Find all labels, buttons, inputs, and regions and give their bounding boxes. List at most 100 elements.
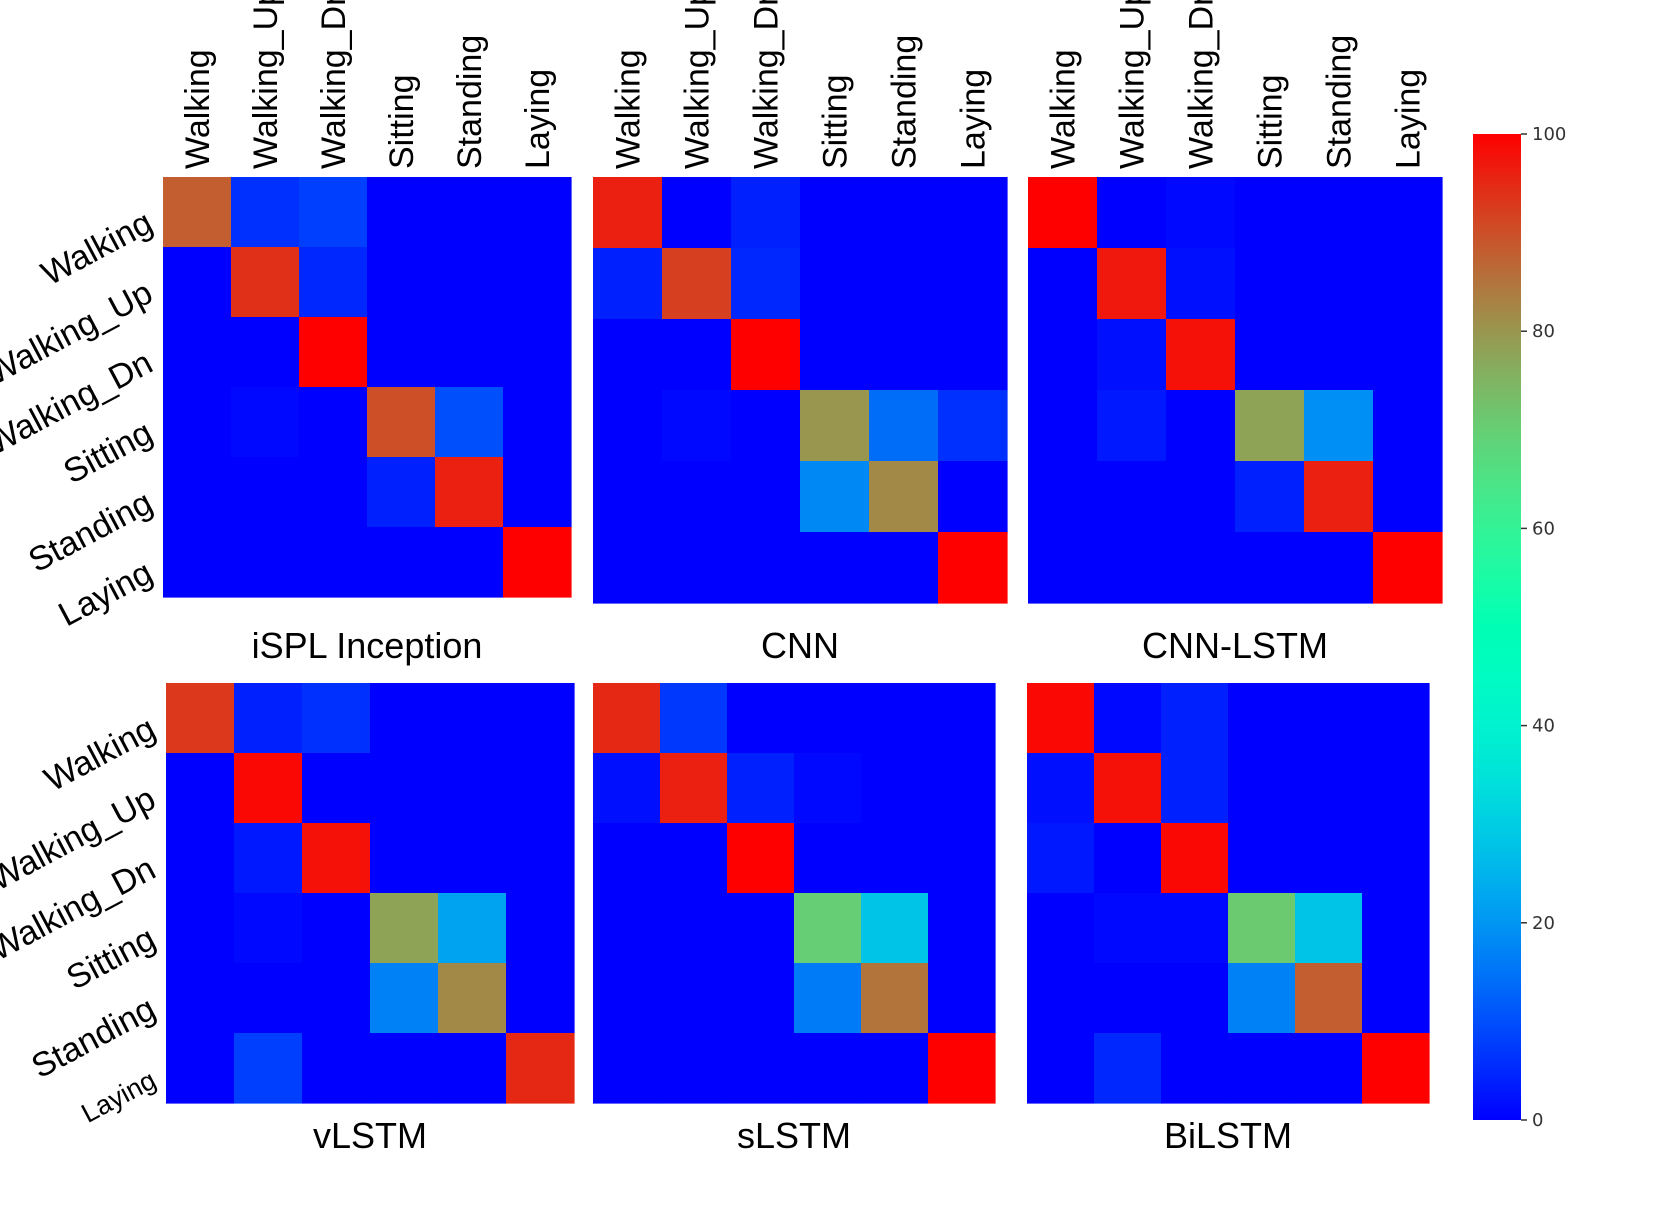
heatmap-cell — [1373, 177, 1443, 249]
heatmap-cell — [1027, 893, 1095, 964]
heatmap-cell — [1097, 390, 1167, 462]
heatmap-cell — [938, 390, 1008, 462]
panel-title: CNN-LSTM — [1142, 625, 1328, 666]
heatmap-cell — [869, 461, 939, 533]
heatmap-cell — [1166, 319, 1236, 391]
heatmap-cell — [231, 387, 300, 458]
heatmap-cell — [370, 963, 439, 1034]
heatmap-cell — [731, 319, 801, 391]
column-tick-label: Walking_Up — [679, 0, 717, 169]
heatmap-cell — [438, 753, 507, 824]
heatmap-cell — [861, 683, 929, 754]
heatmap-cell — [1362, 963, 1430, 1034]
heatmap-cell — [727, 1033, 795, 1104]
colorbar-tick-label: 60 — [1532, 518, 1555, 539]
heatmap-cell — [660, 893, 728, 964]
panel-title: BiLSTM — [1164, 1115, 1292, 1156]
heatmap-cell — [299, 177, 368, 248]
heatmap-cell — [1161, 893, 1229, 964]
heatmap-panels: iSPL Inception Walking Walking_Up Walking_D… — [0, 0, 1443, 1156]
heatmap-cell — [800, 532, 870, 604]
heatmap-cell — [731, 177, 801, 249]
heatmap-cell — [861, 753, 929, 824]
heatmap-cell — [163, 317, 232, 388]
heatmap-cell — [438, 1033, 507, 1104]
heatmap-cell — [506, 753, 575, 824]
heatmap-cell — [1166, 461, 1236, 533]
heatmap-cell — [506, 893, 575, 964]
heatmap-cell — [731, 532, 801, 604]
heatmap-cell — [727, 963, 795, 1034]
column-tick-label: Sitting — [1252, 75, 1290, 170]
heatmap-cell — [1097, 319, 1167, 391]
row-tick-label: Sitting — [60, 920, 161, 998]
heatmap-cell — [1295, 823, 1363, 894]
heatmap-panel: sLSTM — [593, 683, 996, 1156]
heatmap-cell — [506, 823, 575, 894]
heatmap-cell — [1097, 248, 1167, 320]
heatmap-cell — [163, 247, 232, 318]
heatmap-cell — [938, 532, 1008, 604]
column-tick-label: Walking — [179, 49, 217, 169]
heatmap-cell — [794, 963, 862, 1034]
heatmap-cell — [1228, 1033, 1296, 1104]
heatmap-cell — [1228, 893, 1296, 964]
heatmap-cell — [593, 753, 661, 824]
heatmap-cell — [1161, 753, 1229, 824]
colorbar-tick-label: 20 — [1532, 913, 1555, 934]
column-tick-label: Standing — [886, 35, 924, 169]
heatmap-cell — [1097, 461, 1167, 533]
heatmap-cell — [367, 177, 436, 248]
heatmap-cell — [370, 823, 439, 894]
heatmap-cell — [435, 247, 504, 318]
heatmap-cell — [1027, 1033, 1095, 1104]
heatmap-cell — [731, 461, 801, 533]
heatmap-cell — [593, 248, 663, 320]
heatmap-cell — [869, 319, 939, 391]
heatmap-cell — [1027, 823, 1095, 894]
heatmap-cell — [727, 893, 795, 964]
heatmap-cell — [234, 1033, 303, 1104]
heatmap-cell — [869, 248, 939, 320]
column-tick-label: Walking_Dn — [315, 0, 353, 169]
heatmap-cell — [794, 893, 862, 964]
heatmap-cell — [163, 387, 232, 458]
heatmap-cell — [370, 753, 439, 824]
heatmap-cell — [503, 317, 572, 388]
heatmap-cell — [928, 823, 996, 894]
column-tick-label: Walking — [1045, 49, 1083, 169]
heatmap-cell — [1027, 753, 1095, 824]
heatmap-cell — [593, 461, 663, 533]
column-tick-label: Walking_Up — [1114, 0, 1152, 169]
heatmap-cell — [1028, 319, 1098, 391]
heatmap-cell — [1161, 823, 1229, 894]
heatmap-cell — [438, 683, 507, 754]
heatmap-cell — [438, 893, 507, 964]
column-tick-label: Laying — [519, 69, 557, 169]
colorbar-tick-label: 0 — [1532, 1110, 1543, 1131]
row-tick-label: Laying — [52, 554, 158, 635]
heatmap-cell — [299, 527, 368, 598]
heatmap-cell — [163, 457, 232, 528]
heatmap-cell — [861, 1033, 929, 1104]
heatmap-cell — [231, 317, 300, 388]
heatmap-cell — [370, 893, 439, 964]
heatmap-cell — [1295, 753, 1363, 824]
heatmap-cell — [1373, 390, 1443, 462]
heatmap-cell — [435, 317, 504, 388]
heatmap-cell — [1228, 753, 1296, 824]
heatmap-cell — [503, 177, 572, 248]
heatmap-cell — [928, 963, 996, 1034]
heatmap-cell — [800, 319, 870, 391]
heatmap-cell — [1028, 248, 1098, 320]
heatmap-panel: vLSTMWalkingWalking_UpWalking_DnSittingS… — [0, 683, 575, 1156]
heatmap-cell — [166, 683, 235, 754]
heatmap-cell — [1362, 683, 1430, 754]
heatmap-cell — [727, 683, 795, 754]
heatmap-cell — [938, 177, 1008, 249]
column-tick-label: Walking_Dn — [748, 0, 786, 169]
heatmap-cell — [506, 1033, 575, 1104]
column-tick-label: Laying — [955, 69, 993, 169]
heatmap-cell — [166, 753, 235, 824]
